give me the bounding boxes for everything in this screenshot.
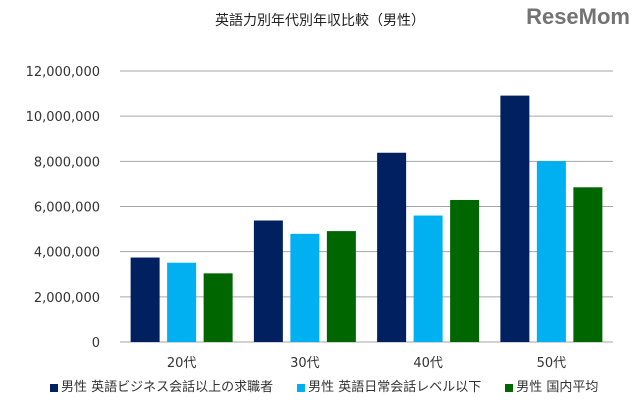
legend-swatch [505,383,514,392]
legend-label: 男性 国内平均 [516,380,599,395]
bar [413,215,443,342]
bar [573,187,603,342]
bar [290,233,320,342]
legend-item: 男性 英語ビジネス会話以上の求職者 [50,376,273,395]
y-tick-label: 6,000,000 [34,201,100,216]
bar [130,257,160,342]
y-tick-label: 12,000,000 [26,65,100,80]
bar [377,152,407,342]
legend-label: 男性 英語日常会話レベル以下 [308,380,482,395]
legend: 男性 英語ビジネス会話以上の求職者 男性 英語日常会話レベル以下 男性 国内平均 [50,376,598,395]
chart-title: 英語力別年代別年収比較（男性） [215,13,425,29]
bar [450,199,480,342]
x-tick-label: 20代 [167,356,197,371]
y-tick-label: 2,000,000 [34,291,100,306]
legend-label: 男性 英語ビジネス会話以上の求職者 [61,380,274,395]
legend-item: 男性 国内平均 [505,376,598,395]
bar [253,220,283,342]
bar [536,161,566,342]
x-tick-label: 40代 [413,356,443,371]
bar [500,95,530,342]
y-tick-label: 0 [92,336,100,351]
bar [203,273,233,342]
y-tick-label: 4,000,000 [34,246,100,261]
legend-swatch [50,383,58,392]
legend-item: 男性 英語日常会話レベル以下 [297,376,481,395]
bar [167,262,197,342]
bar [326,231,356,342]
x-tick-label: 30代 [290,356,320,371]
legend-swatch [297,383,306,392]
x-tick-label: 50代 [537,356,567,371]
y-tick-label: 8,000,000 [34,155,100,170]
y-tick-label: 10,000,000 [26,110,100,125]
watermark-logo: ReseMom [526,4,630,29]
